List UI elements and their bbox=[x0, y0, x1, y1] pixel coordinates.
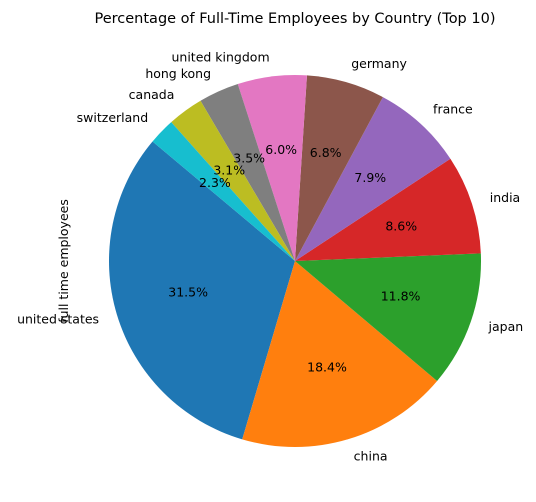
slice-switzerland bbox=[152, 122, 295, 261]
slice-percent-china: 18.4% bbox=[307, 359, 347, 374]
slice-label-canada: canada bbox=[129, 87, 175, 102]
slice-percent-canada: 3.1% bbox=[213, 162, 245, 177]
slice-label-japan: japan bbox=[488, 319, 524, 334]
slice-percent-france: 7.9% bbox=[354, 170, 386, 185]
slice-france bbox=[295, 97, 451, 261]
slice-label-hong-kong: hong kong bbox=[145, 66, 211, 81]
slice-label-china: china bbox=[354, 449, 388, 464]
slice-percent-united-states: 31.5% bbox=[168, 285, 208, 300]
slice-united-kingdom bbox=[237, 75, 307, 261]
slice-percent-hong-kong: 3.5% bbox=[233, 151, 265, 166]
y-axis-label: full time employees bbox=[56, 199, 71, 323]
slice-label-india: india bbox=[490, 190, 520, 205]
slice-label-france: france bbox=[433, 101, 473, 116]
slice-percent-india: 8.6% bbox=[385, 218, 417, 233]
chart-title: Percentage of Full-Time Employees by Cou… bbox=[95, 11, 496, 27]
slice-japan bbox=[295, 253, 481, 382]
slice-canada bbox=[171, 100, 295, 262]
slice-percent-switzerland: 2.3% bbox=[199, 175, 231, 190]
slice-hong-kong bbox=[200, 84, 295, 261]
slice-percent-germany: 6.8% bbox=[310, 145, 342, 160]
slice-united-states bbox=[109, 141, 296, 440]
slice-china bbox=[242, 261, 438, 447]
pie-labels: united states china japan india france german… bbox=[17, 49, 523, 463]
pie-slices bbox=[109, 75, 481, 447]
slice-label-united-kingdom: united kingdom bbox=[171, 49, 269, 64]
slice-label-germany: germany bbox=[351, 56, 407, 71]
slice-percent-japan: 11.8% bbox=[381, 289, 421, 304]
slice-percent-united-kingdom: 6.0% bbox=[265, 142, 297, 157]
slice-label-united-states: united states bbox=[17, 311, 99, 326]
slice-germany bbox=[295, 75, 383, 261]
slice-label-switzerland: switzerland bbox=[77, 110, 149, 125]
slice-india bbox=[295, 158, 481, 261]
pie-percent-labels: 31.5% 18.4% 11.8% 8.6% 7.9% 6.8% 6.0%3.5%3.1%2… bbox=[168, 142, 420, 375]
